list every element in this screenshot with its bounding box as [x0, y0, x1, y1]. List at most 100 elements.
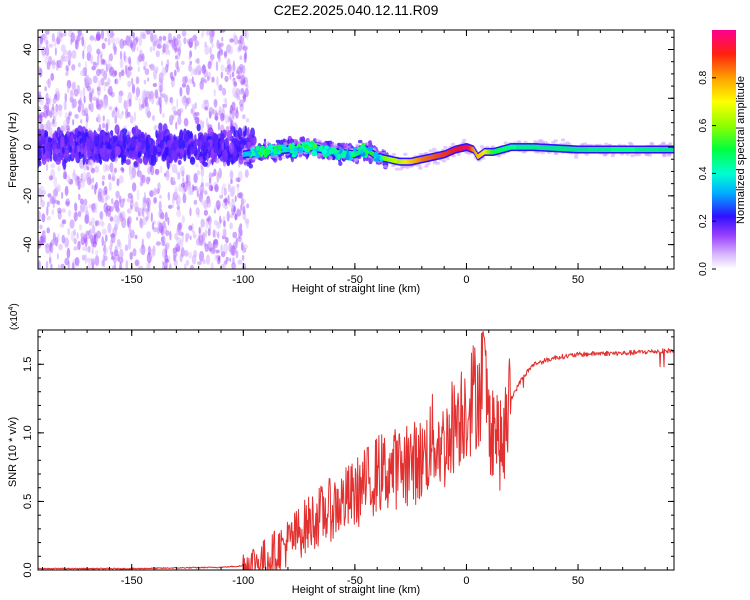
heatmap-cell	[141, 174, 146, 184]
heatmap-cell	[217, 256, 221, 262]
heatmap-cell	[121, 155, 127, 163]
heatmap-cell	[56, 253, 60, 260]
heatmap-cell	[52, 153, 58, 162]
ridge-core	[386, 156, 389, 162]
heatmap-cell	[321, 148, 328, 155]
heatmap-cell	[268, 144, 274, 150]
heatmap-cell	[53, 38, 57, 48]
ridge-core	[462, 145, 465, 151]
ridge-core	[577, 147, 579, 152]
heatmap-cell	[164, 211, 168, 222]
heatmap-cell	[234, 212, 237, 221]
heatmap-cell	[55, 87, 60, 94]
heatmap-cell	[229, 38, 235, 43]
ridge-core	[503, 146, 505, 152]
heatmap-cell	[163, 94, 169, 103]
heatmap-cell	[199, 151, 203, 157]
heatmap-cell	[181, 215, 185, 224]
ridge-core	[553, 145, 555, 151]
ridge-core	[556, 145, 558, 151]
heatmap-cell	[136, 189, 140, 201]
heatmap-cell	[220, 71, 224, 79]
ridge-core	[597, 147, 599, 152]
ridge-core	[529, 144, 531, 150]
heatmap-cell	[144, 191, 146, 203]
heatmap-cell	[92, 61, 97, 66]
ridge-core	[420, 156, 423, 162]
heatmap-cell	[39, 185, 45, 191]
heatmap-cell	[45, 148, 51, 159]
heatmap-cell	[217, 121, 220, 131]
heatmap-cell	[231, 71, 235, 78]
heatmap-cell	[132, 248, 137, 257]
ridge-core	[533, 144, 535, 150]
heatmap-cell	[229, 109, 233, 115]
heatmap-cell	[417, 164, 422, 168]
heatmap-cell	[138, 158, 143, 164]
ridge-core	[607, 147, 609, 152]
ridge-core	[491, 149, 494, 155]
ridge-core	[628, 147, 631, 152]
heatmap-cell	[42, 35, 48, 43]
ridge-core	[643, 147, 646, 152]
heatmap-cell	[79, 97, 82, 109]
heatmap-cell	[231, 101, 236, 112]
heatmap-cell	[112, 255, 118, 264]
ridge-core	[571, 146, 573, 152]
heatmap-cell	[196, 57, 200, 65]
heatmap-cell	[223, 220, 226, 228]
heatmap-cell	[105, 122, 109, 132]
heatmap-cell	[92, 177, 95, 184]
ridge-core	[611, 147, 614, 152]
ridge-core	[486, 149, 489, 155]
heatmap-cell	[216, 172, 220, 183]
heatmap-cell	[214, 184, 219, 193]
heatmap-cell	[219, 170, 223, 177]
heatmap-cell	[171, 115, 175, 120]
heatmap-cell	[175, 55, 178, 60]
ridge-core	[509, 145, 511, 150]
heatmap-cell	[224, 197, 228, 206]
heatmap-cell	[39, 35, 44, 45]
ridge-core	[411, 158, 414, 164]
ridge-core	[541, 145, 543, 150]
heatmap-cell	[162, 35, 167, 41]
ridge-core	[603, 147, 605, 152]
heatmap-cell	[223, 228, 227, 238]
heatmap-cell	[147, 111, 152, 116]
ridge-core	[515, 144, 517, 150]
ridge-core	[570, 146, 572, 152]
heatmap-cell	[223, 187, 227, 197]
heatmap-cell	[87, 245, 91, 253]
heatmap-ytick-label: 40	[22, 43, 34, 55]
heatmap-cell	[38, 129, 42, 142]
heatmap-cell	[133, 162, 139, 168]
ridge-core	[642, 147, 645, 152]
heatmap-cell	[182, 193, 187, 204]
heatmap-cell	[155, 241, 161, 246]
heatmap-cell	[89, 257, 95, 263]
heatmap-cell	[152, 82, 158, 88]
heatmap-cell	[46, 216, 51, 221]
heatmap-cell	[394, 167, 400, 171]
ridge-core	[622, 147, 625, 152]
ridge-core	[586, 147, 588, 152]
ridge-core	[389, 157, 392, 163]
heatmap-cell	[610, 154, 615, 158]
heatmap-cell	[114, 223, 119, 231]
snr-xtick-label: -150	[121, 575, 143, 587]
heatmap-cell	[209, 221, 212, 230]
heatmap-cell	[147, 77, 150, 82]
ridge-core	[524, 144, 526, 150]
heatmap-cell	[119, 50, 123, 61]
heatmap-cell	[156, 43, 162, 49]
heatmap-cell	[220, 30, 226, 33]
heatmap-cell	[242, 45, 248, 51]
ridge-core	[506, 145, 508, 151]
heatmap-cell	[191, 76, 194, 85]
heatmap-cell	[174, 186, 178, 198]
heatmap-cell	[218, 55, 221, 63]
heatmap-cell	[239, 88, 245, 95]
heatmap-cell	[69, 219, 75, 229]
heatmap-cell	[60, 136, 65, 148]
